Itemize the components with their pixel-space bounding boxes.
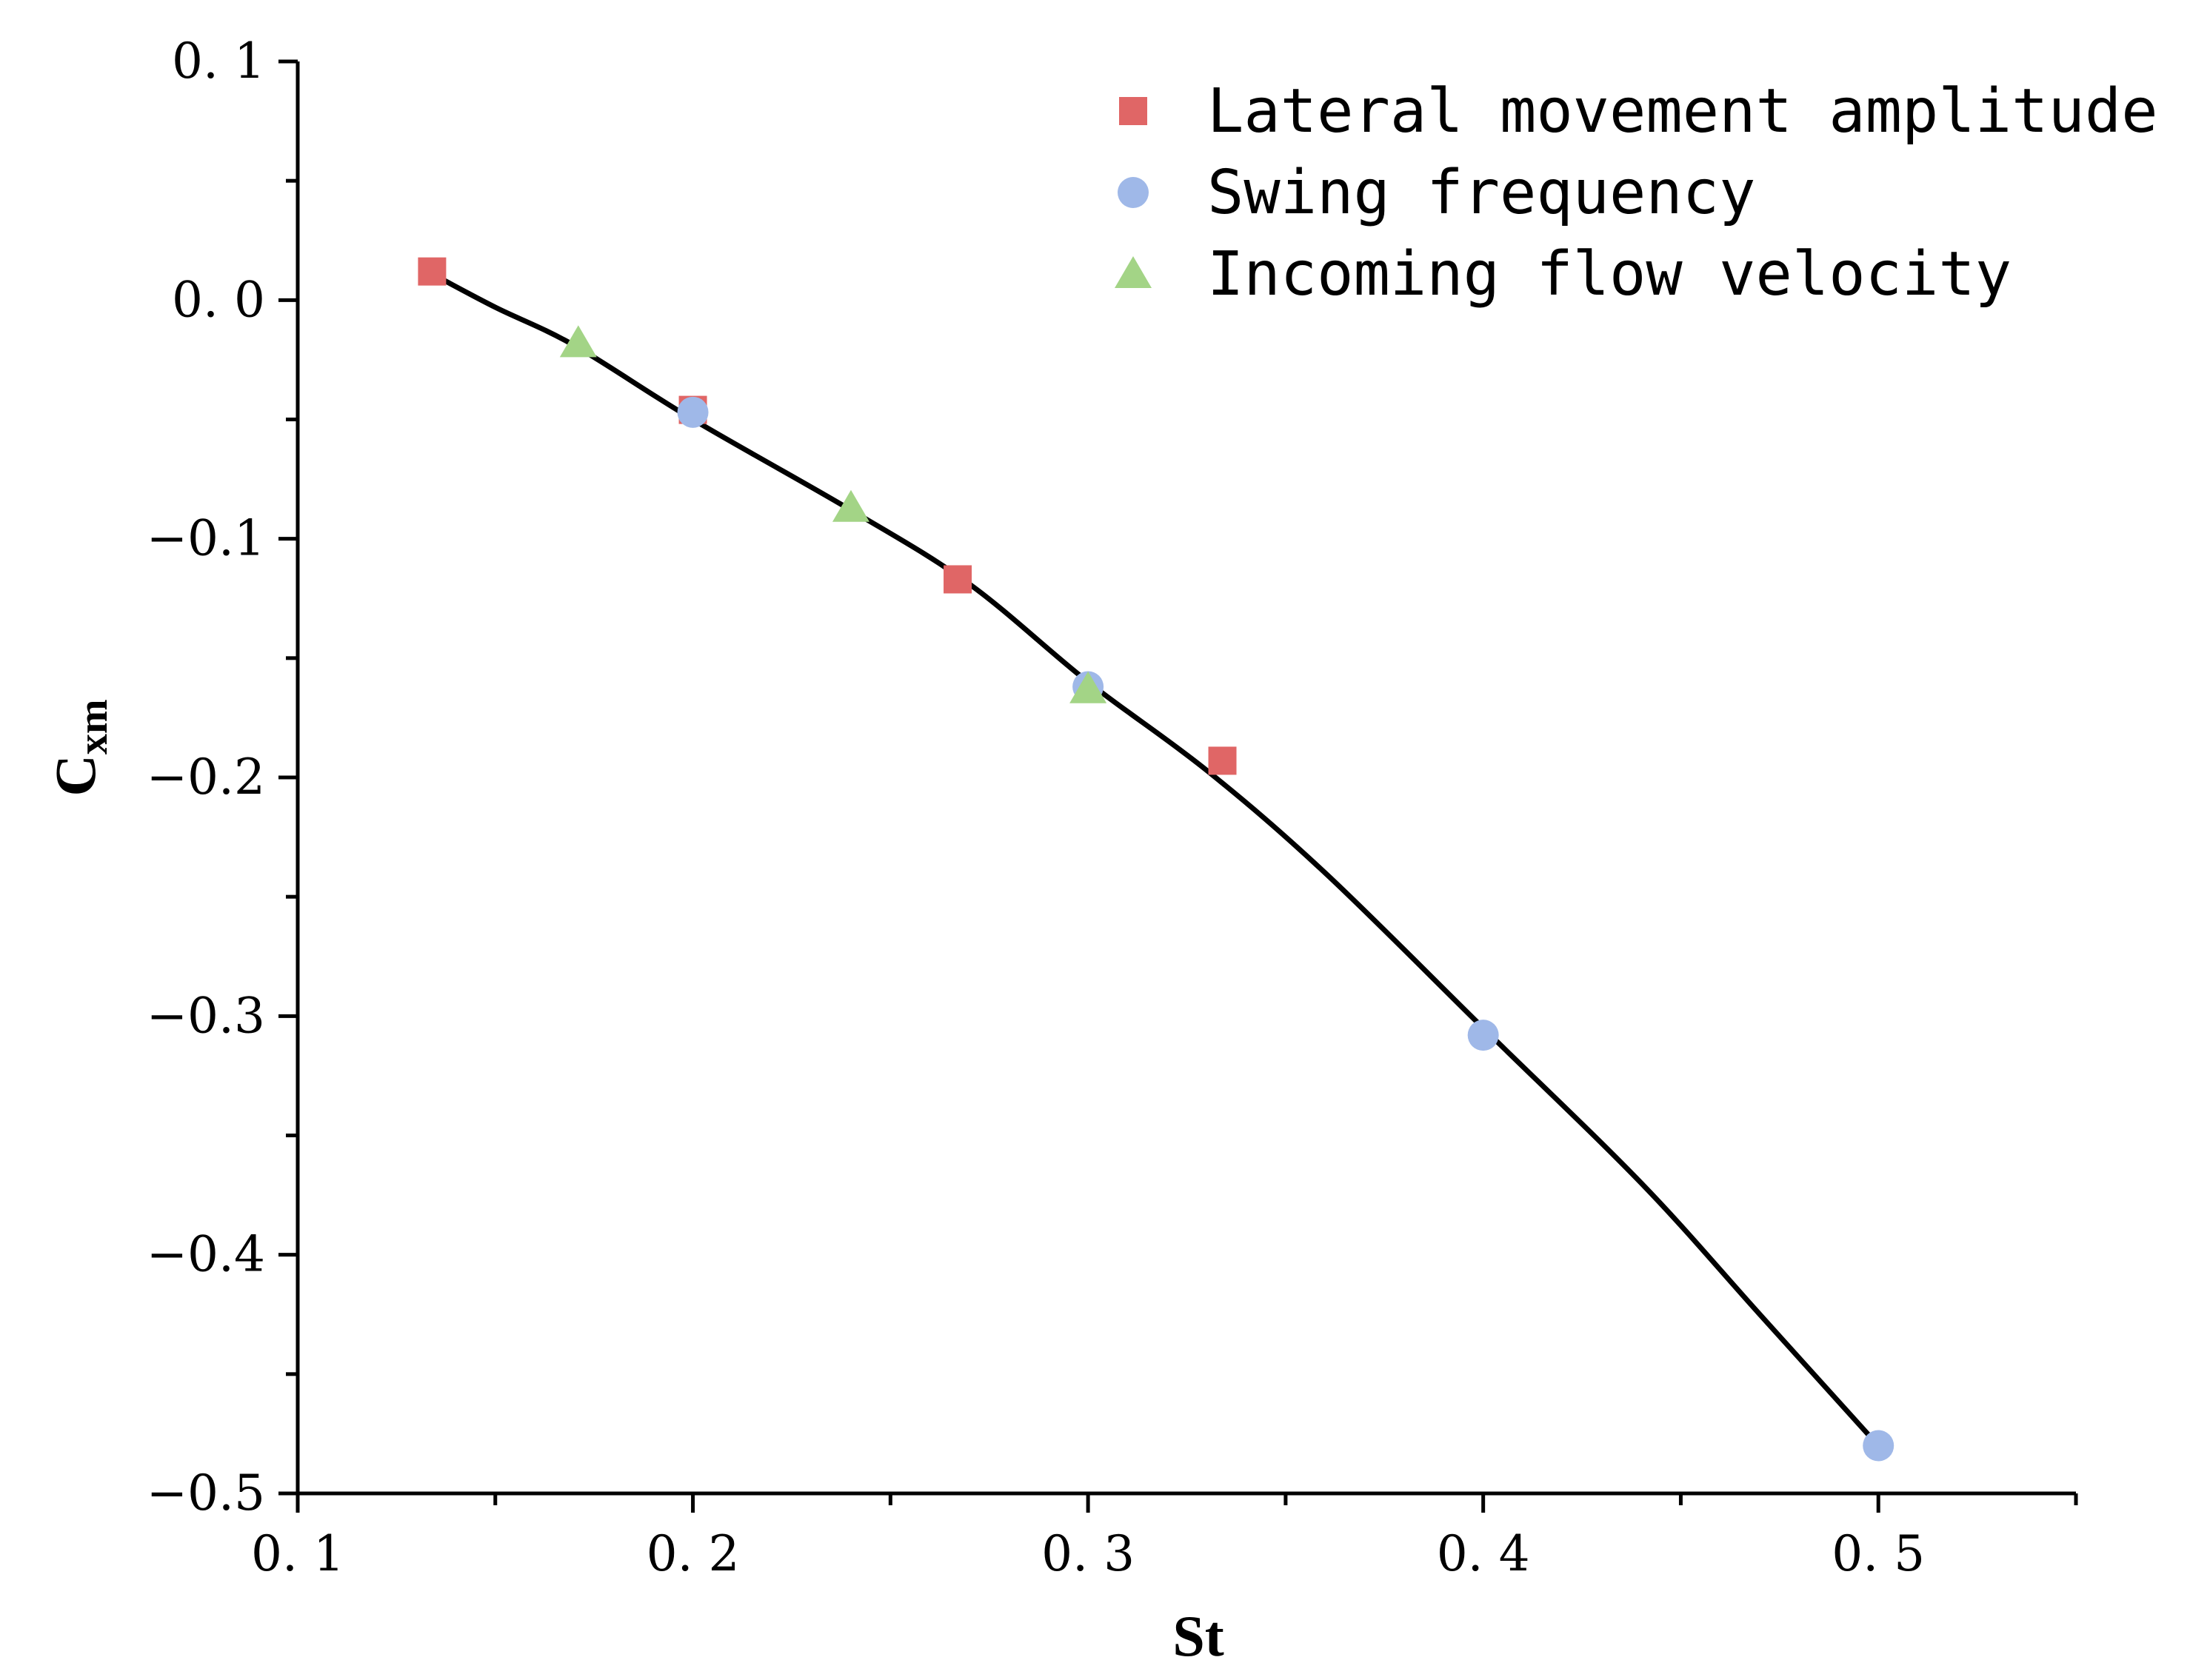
circle-data-point xyxy=(1863,1430,1894,1462)
legend-label: Swing frequency xyxy=(1207,158,1756,228)
square-data-point xyxy=(1208,746,1237,775)
y-tick-label: −0.2 xyxy=(147,749,265,806)
y-axis-title-main: C xyxy=(43,754,107,796)
circle-data-point xyxy=(1467,1020,1499,1051)
square-data-point xyxy=(944,565,972,594)
x-tick-label: 0. 5 xyxy=(1832,1525,1925,1582)
y-tick-label: −0.4 xyxy=(147,1226,265,1283)
x-tick-label: 0. 3 xyxy=(1041,1525,1135,1582)
y-axis-title: Cxm xyxy=(43,700,116,797)
y-tick-label: 0. 0 xyxy=(172,271,265,328)
legend: Lateral movement amplitude Swing frequenc… xyxy=(1115,76,2158,309)
triangle-data-point xyxy=(1069,671,1107,703)
y-axis-title-subscript: xm xyxy=(70,700,116,755)
fit-curve-line xyxy=(430,271,1880,1448)
fit-curve-layer xyxy=(430,271,1880,1448)
x-tick-label: 0. 1 xyxy=(251,1525,344,1582)
y-tick-label: −0.5 xyxy=(147,1465,265,1522)
data-points-layer xyxy=(418,257,1894,1462)
legend-label: Lateral movement amplitude xyxy=(1207,76,2158,147)
x-tick-label: 0. 2 xyxy=(647,1525,740,1582)
triangle-data-point xyxy=(832,489,869,522)
legend-label: Incoming flow velocity xyxy=(1207,239,2012,309)
x-tick-label: 0. 4 xyxy=(1437,1525,1530,1582)
square-data-point xyxy=(418,257,447,286)
y-tick-label: 0. 1 xyxy=(172,33,265,90)
legend-triangle-marker xyxy=(1115,256,1152,288)
y-tick-label: −0.3 xyxy=(147,987,265,1044)
circle-data-point xyxy=(677,396,709,428)
axes: 0. 1 0. 2 0. 3 0. 4 0. 5 0. 1 0. 0 −0.1 −0.2 −0.3… xyxy=(147,33,2078,1582)
triangle-data-point xyxy=(559,325,597,358)
legend-circle-marker xyxy=(1118,177,1149,208)
legend-square-marker xyxy=(1119,97,1147,125)
x-axis-title: St xyxy=(1172,1604,1223,1668)
y-tick-label: −0.1 xyxy=(147,510,265,567)
